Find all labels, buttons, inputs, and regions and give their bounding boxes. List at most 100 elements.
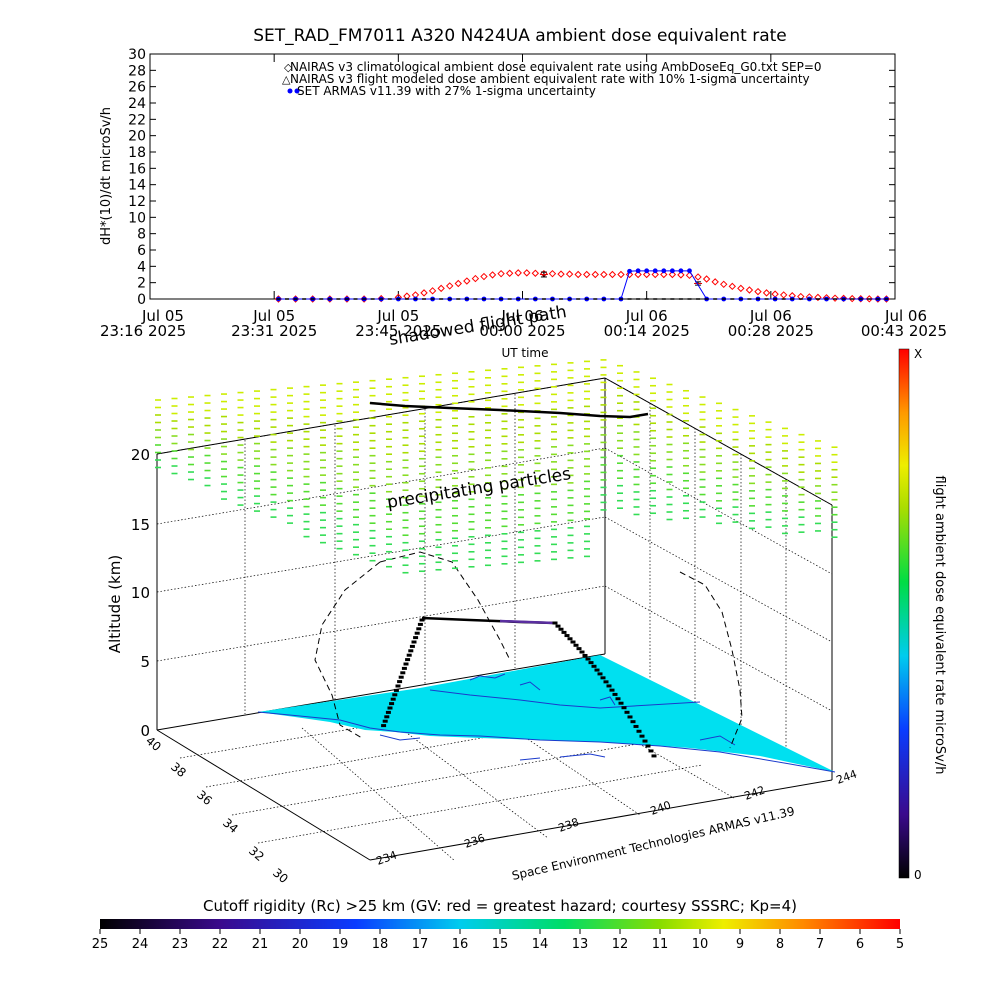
- flight-point: [564, 634, 570, 638]
- flight-point: [558, 627, 564, 631]
- chart-title: SET_RAD_FM7011 A320 N424UA ambient dose …: [253, 26, 786, 46]
- y-tick-label: 22: [128, 112, 146, 128]
- latitude-tick-label: 32: [246, 844, 267, 865]
- flight-point: [615, 697, 621, 701]
- longitude-tick-label: 236: [463, 831, 487, 850]
- altitude-tick-label: 10: [131, 584, 150, 602]
- rc-tick-label: 19: [332, 937, 349, 952]
- nairas-climatology-point: [814, 293, 822, 302]
- y-tick-label: 30: [128, 47, 146, 63]
- rc-tick-label: 14: [532, 937, 549, 952]
- rc-tick-label: 18: [372, 937, 389, 952]
- flight-point: [397, 680, 403, 684]
- flight-point: [621, 706, 627, 710]
- x-tick-date: Jul 06: [884, 307, 927, 325]
- y-tick-label: 20: [128, 129, 146, 145]
- armas-point: [687, 268, 692, 274]
- flight-point: [606, 684, 612, 688]
- rc-tick-label: 20: [292, 937, 309, 952]
- armas-point: [635, 268, 641, 274]
- rc-tick-label: 7: [816, 937, 824, 952]
- altitude-tick-label: 15: [131, 516, 150, 534]
- nairas-climatology-point: [754, 287, 762, 296]
- latitude-tick-label: 34: [220, 816, 241, 837]
- x-tick-time: 23:16 2025: [100, 322, 186, 340]
- y-tick-label: 16: [128, 161, 146, 177]
- precipitating-particles: [155, 359, 838, 574]
- y-tick-label: 28: [128, 63, 146, 79]
- rc-tick-label: 9: [736, 937, 744, 952]
- colorbar-label: flight ambient dose equivalent rate micr…: [932, 476, 947, 775]
- rc-tick-label: 10: [692, 937, 709, 952]
- rc-tick-label: 12: [612, 937, 629, 952]
- shadow-flight-path: [314, 561, 381, 739]
- altitude-tick-label: 0: [140, 722, 150, 740]
- colorbar-gradient: [898, 348, 910, 879]
- flight-point: [582, 653, 588, 657]
- nairas-climatology-point: [711, 278, 719, 286]
- rc-tick-label: 23: [172, 937, 189, 952]
- flight-point: [392, 693, 398, 697]
- x-axis-label: UT time: [501, 346, 548, 360]
- nairas-climatology-point: [865, 295, 874, 303]
- flight-point: [409, 644, 415, 648]
- nairas-climatology-point: [737, 284, 745, 293]
- nairas-climatology-point: [446, 282, 454, 290]
- flight-point: [651, 754, 657, 758]
- altitude-tick-label: 20: [131, 446, 150, 464]
- nairas-climatology-point: [514, 269, 522, 277]
- flight-point: [573, 643, 579, 647]
- nairas-climatology-point: [779, 291, 788, 299]
- nairas-climatology-point: [771, 290, 779, 298]
- nairas-climatology-point: [557, 270, 565, 278]
- rc-colorbar-label: Cutoff rigidity (Rc) >25 km (GV: red = g…: [203, 897, 797, 915]
- y-tick-label: 10: [128, 210, 146, 226]
- flight-point: [579, 650, 585, 654]
- legend-marker-0: ◇: [284, 61, 293, 74]
- rc-tick-label: 13: [572, 937, 589, 952]
- rc-colorbar-gradient: [100, 919, 900, 929]
- flight-point: [576, 647, 582, 651]
- nairas-climatology-point: [523, 269, 531, 277]
- nairas-climatology-point: [531, 269, 540, 277]
- altitude-axis: 0 5 10 15 20: [131, 446, 150, 740]
- flight-point: [633, 724, 639, 728]
- flight-point: [416, 627, 422, 631]
- flight-point: [588, 661, 594, 665]
- nairas-climatology-point: [608, 270, 617, 279]
- flight-point: [417, 622, 423, 626]
- longitude-tick-label: 244: [835, 767, 859, 786]
- flight-point: [382, 719, 388, 723]
- x-tick-time: 00:00 2025: [479, 322, 565, 340]
- flight-point: [552, 621, 558, 625]
- latitude-tick-label: 36: [194, 788, 215, 809]
- flight-point: [384, 715, 390, 719]
- nairas-climatology-point: [428, 287, 437, 295]
- y-tick-label: 8: [137, 227, 146, 243]
- flight-point: [390, 697, 396, 701]
- x-tick-date: Jul 06: [501, 307, 544, 325]
- y-tick-label: 2: [137, 276, 146, 292]
- longitude-tick-label: 238: [557, 815, 581, 834]
- y-axis-label: dH*(10)/dt microSv/h: [99, 107, 114, 245]
- rc-surface: [258, 655, 835, 772]
- nairas-climatology-point: [565, 270, 574, 278]
- nairas-climatology-point: [745, 286, 754, 294]
- longitude-tick-label: 242: [743, 783, 767, 802]
- flight-point: [630, 720, 636, 724]
- legend-entry-1: NAIRAS v3 flight modeled dose ambient eq…: [290, 72, 810, 86]
- nairas-climatology-point: [625, 270, 634, 279]
- nairas-climatology-point: [574, 270, 582, 279]
- flight-point: [567, 637, 573, 641]
- flight-point: [585, 657, 591, 661]
- flight-point: [389, 702, 395, 706]
- rc-tick-label: 22: [212, 937, 229, 952]
- flight-point: [411, 640, 417, 644]
- rc-tick-label: 11: [652, 937, 669, 952]
- armas-point: [627, 268, 632, 274]
- altitude-tick-label: 5: [140, 653, 150, 671]
